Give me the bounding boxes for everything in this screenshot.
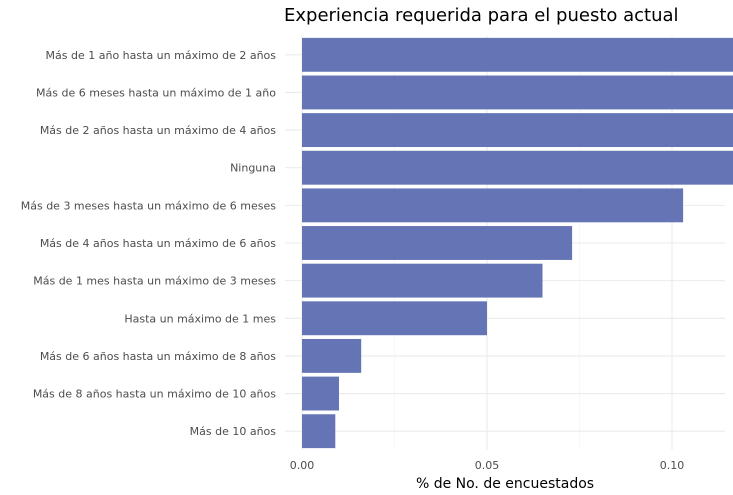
x-tick-label: 0.00	[290, 459, 315, 472]
category-label: Más de 10 años	[190, 425, 277, 438]
category-label: Más de 2 años hasta un máximo de 4 años	[40, 124, 276, 137]
category-label: Más de 8 años hasta un máximo de 10 años	[33, 388, 276, 401]
x-tick-labels: 0.000.050.100.150.20	[290, 459, 685, 472]
category-label: Más de 1 año hasta un máximo de 2 años	[46, 49, 277, 62]
category-label: Hasta un máximo de 1 mes	[124, 312, 276, 325]
bar	[302, 75, 733, 110]
bar	[302, 414, 336, 449]
x-tick-label: 0.10	[660, 459, 685, 472]
category-label: Más de 6 meses hasta un máximo de 1 año	[36, 86, 276, 99]
category-labels: Más de 1 año hasta un máximo de 2 años Má…	[21, 49, 277, 438]
bars	[302, 37, 733, 449]
bar	[302, 263, 543, 298]
category-label: Más de 1 mes hasta un máximo de 3 meses	[33, 275, 276, 288]
category-label: Más de 4 años hasta un máximo de 6 años	[40, 237, 276, 250]
bar	[302, 376, 339, 411]
bar	[302, 188, 684, 223]
bar	[302, 338, 362, 373]
bar	[302, 37, 733, 72]
x-tick-label: 0.05	[475, 459, 500, 472]
bar	[302, 150, 733, 185]
bar	[302, 113, 733, 148]
category-label: Más de 6 años hasta un máximo de 8 años	[40, 350, 276, 363]
chart-title: Experiencia requerida para el puesto act…	[284, 5, 679, 26]
category-label: Más de 3 meses hasta un máximo de 6 mese…	[21, 199, 277, 212]
bar	[302, 226, 573, 260]
category-label: Ninguna	[230, 162, 276, 175]
x-axis-title: % de No. de encuestados	[416, 476, 594, 492]
bar	[302, 301, 487, 336]
